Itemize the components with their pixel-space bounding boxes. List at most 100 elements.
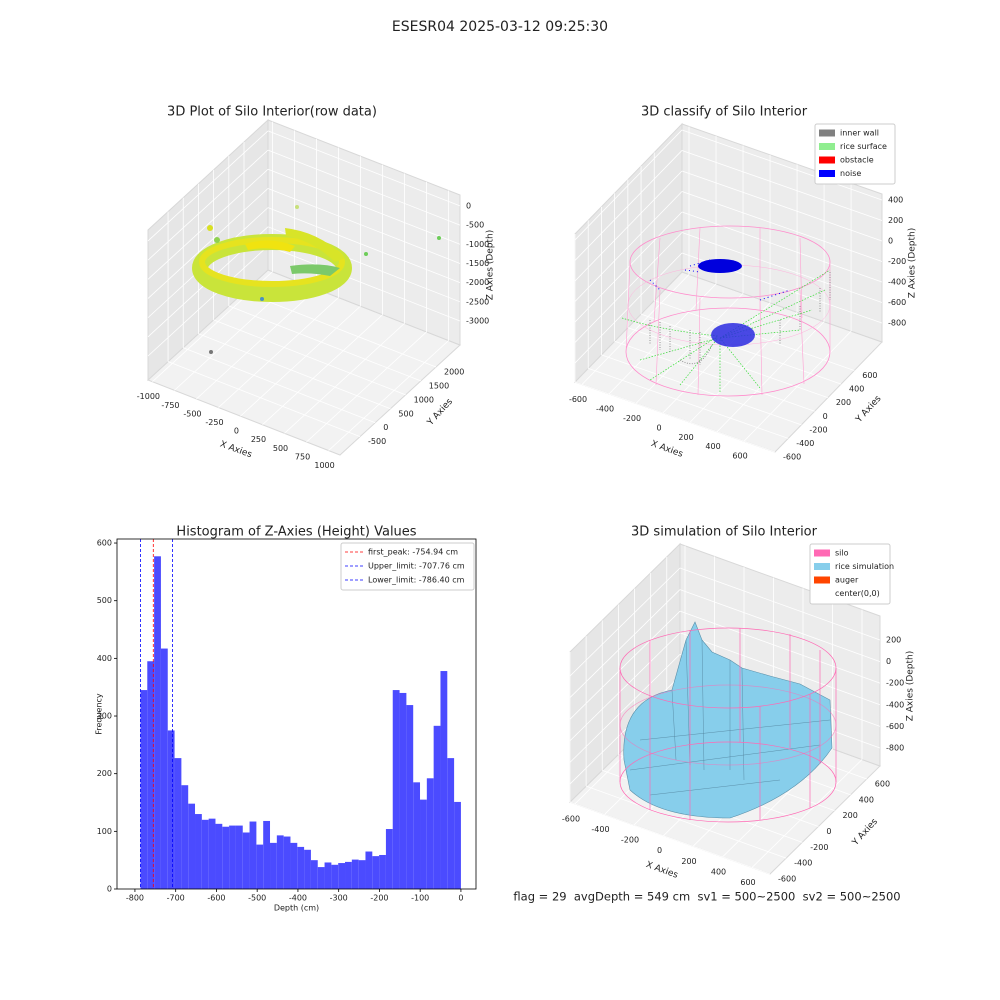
z-tick-label: -3000 bbox=[466, 316, 489, 325]
bar bbox=[201, 819, 209, 889]
grid-line bbox=[574, 170, 683, 282]
y-tick-label: 1500 bbox=[429, 381, 449, 390]
chart-title: Histogram of Z-Axies (Height) Values bbox=[176, 525, 416, 540]
grid-line bbox=[681, 129, 883, 201]
bar bbox=[263, 820, 271, 889]
x-tick-label: -600 bbox=[207, 894, 225, 903]
grid-line bbox=[147, 130, 269, 242]
x-tick-label: -200 bbox=[370, 894, 388, 903]
bar bbox=[235, 825, 243, 889]
legend-label: auger bbox=[835, 576, 859, 585]
rice-surface bbox=[623, 621, 833, 819]
bar bbox=[426, 778, 434, 889]
x-tick-label: 600 bbox=[740, 878, 755, 887]
legend-swatch bbox=[819, 156, 835, 164]
grid-line bbox=[640, 313, 842, 385]
y-tick-label: -400 bbox=[796, 439, 814, 448]
x-tick-label: 250 bbox=[251, 435, 266, 444]
z-tick-label: -400 bbox=[888, 278, 906, 287]
bar bbox=[304, 849, 311, 889]
z-tick-label: -800 bbox=[888, 319, 906, 328]
bar bbox=[399, 692, 407, 889]
grid-line bbox=[574, 129, 683, 241]
grid-line bbox=[569, 654, 681, 763]
bar bbox=[413, 782, 421, 889]
x-axis-label: Depth (cm) bbox=[274, 904, 319, 913]
bar bbox=[181, 785, 189, 889]
legend-label: center(0,0) bbox=[835, 589, 880, 598]
silo-wire bbox=[619, 628, 837, 820]
x-tick-label: 200 bbox=[681, 857, 696, 866]
bar bbox=[331, 864, 339, 889]
bar bbox=[406, 705, 414, 889]
legend-label: silo bbox=[835, 549, 849, 558]
grid-line bbox=[681, 232, 883, 303]
bar bbox=[385, 829, 393, 889]
x-tick-label: -1000 bbox=[137, 392, 160, 401]
bar bbox=[256, 844, 264, 889]
y-tick-label: 400 bbox=[859, 795, 874, 804]
x-tick-label: 600 bbox=[732, 452, 747, 461]
bar bbox=[440, 671, 448, 889]
grid-line bbox=[183, 347, 376, 424]
y-tick-label: 500 bbox=[398, 409, 413, 418]
y-tick-label: -200 bbox=[810, 843, 828, 852]
bar bbox=[317, 867, 325, 889]
grid-line bbox=[243, 291, 437, 368]
z-tick-label: -600 bbox=[888, 298, 906, 307]
grid-line bbox=[569, 610, 681, 720]
y-tick-label: 200 bbox=[836, 398, 851, 407]
grid-line bbox=[681, 150, 883, 221]
y-tick-label: 1000 bbox=[414, 395, 434, 404]
simulation-surface bbox=[619, 621, 837, 823]
grid-line bbox=[635, 293, 744, 404]
grid-line bbox=[585, 785, 787, 859]
z-tick-label: -1000 bbox=[466, 240, 489, 249]
y-tick-label: 400 bbox=[97, 654, 112, 663]
bar bbox=[338, 863, 346, 889]
point-patch bbox=[290, 264, 340, 276]
legend-swatch bbox=[819, 143, 835, 150]
point bbox=[207, 225, 213, 231]
bar bbox=[447, 758, 455, 889]
x-tick-label: 0 bbox=[657, 846, 662, 855]
legend-label: inner wall bbox=[840, 129, 879, 138]
grid-line bbox=[147, 149, 269, 261]
bar bbox=[372, 856, 380, 889]
point-ring-top bbox=[199, 237, 345, 287]
y-tick-label: 200 bbox=[97, 769, 112, 778]
x-tick-label: 200 bbox=[678, 433, 693, 442]
legend-swatch bbox=[819, 170, 835, 177]
x-tick-label: 0 bbox=[657, 423, 662, 432]
x-tick-label: 750 bbox=[295, 452, 310, 461]
x-tick-label: 1000 bbox=[314, 461, 334, 470]
chart-title: 3D Plot of Silo Interior(row data) bbox=[167, 105, 377, 120]
bar bbox=[154, 556, 161, 889]
bar bbox=[242, 832, 250, 889]
grid-line bbox=[147, 188, 269, 299]
z-tick-label: -2000 bbox=[466, 278, 489, 287]
y-tick-label: -600 bbox=[778, 875, 796, 884]
x-tick-label: -400 bbox=[289, 894, 307, 903]
x-tick-label: -250 bbox=[205, 418, 223, 427]
bar bbox=[229, 825, 236, 889]
raw-point-cloud bbox=[192, 205, 441, 354]
plot-frame bbox=[116, 538, 477, 890]
legend-swatch bbox=[814, 549, 830, 557]
z-tick-label: -1500 bbox=[466, 259, 489, 268]
inner-wall-points bbox=[649, 272, 831, 365]
legend-swatch bbox=[814, 590, 830, 597]
chart-title: 3D classify of Silo Interior bbox=[641, 105, 808, 120]
point bbox=[364, 252, 368, 256]
z-tick-label: 200 bbox=[886, 635, 901, 644]
legend-label: rice simulation bbox=[835, 562, 894, 571]
legend-box bbox=[809, 543, 891, 605]
z-tick-label: 0 bbox=[886, 657, 891, 666]
z-tick-label: -2500 bbox=[466, 297, 489, 306]
x-tick-label: -300 bbox=[330, 894, 348, 903]
z-tick-label: -200 bbox=[886, 679, 904, 688]
grid-line bbox=[681, 191, 883, 262]
legend-swatch bbox=[819, 129, 835, 137]
bar bbox=[249, 821, 257, 889]
